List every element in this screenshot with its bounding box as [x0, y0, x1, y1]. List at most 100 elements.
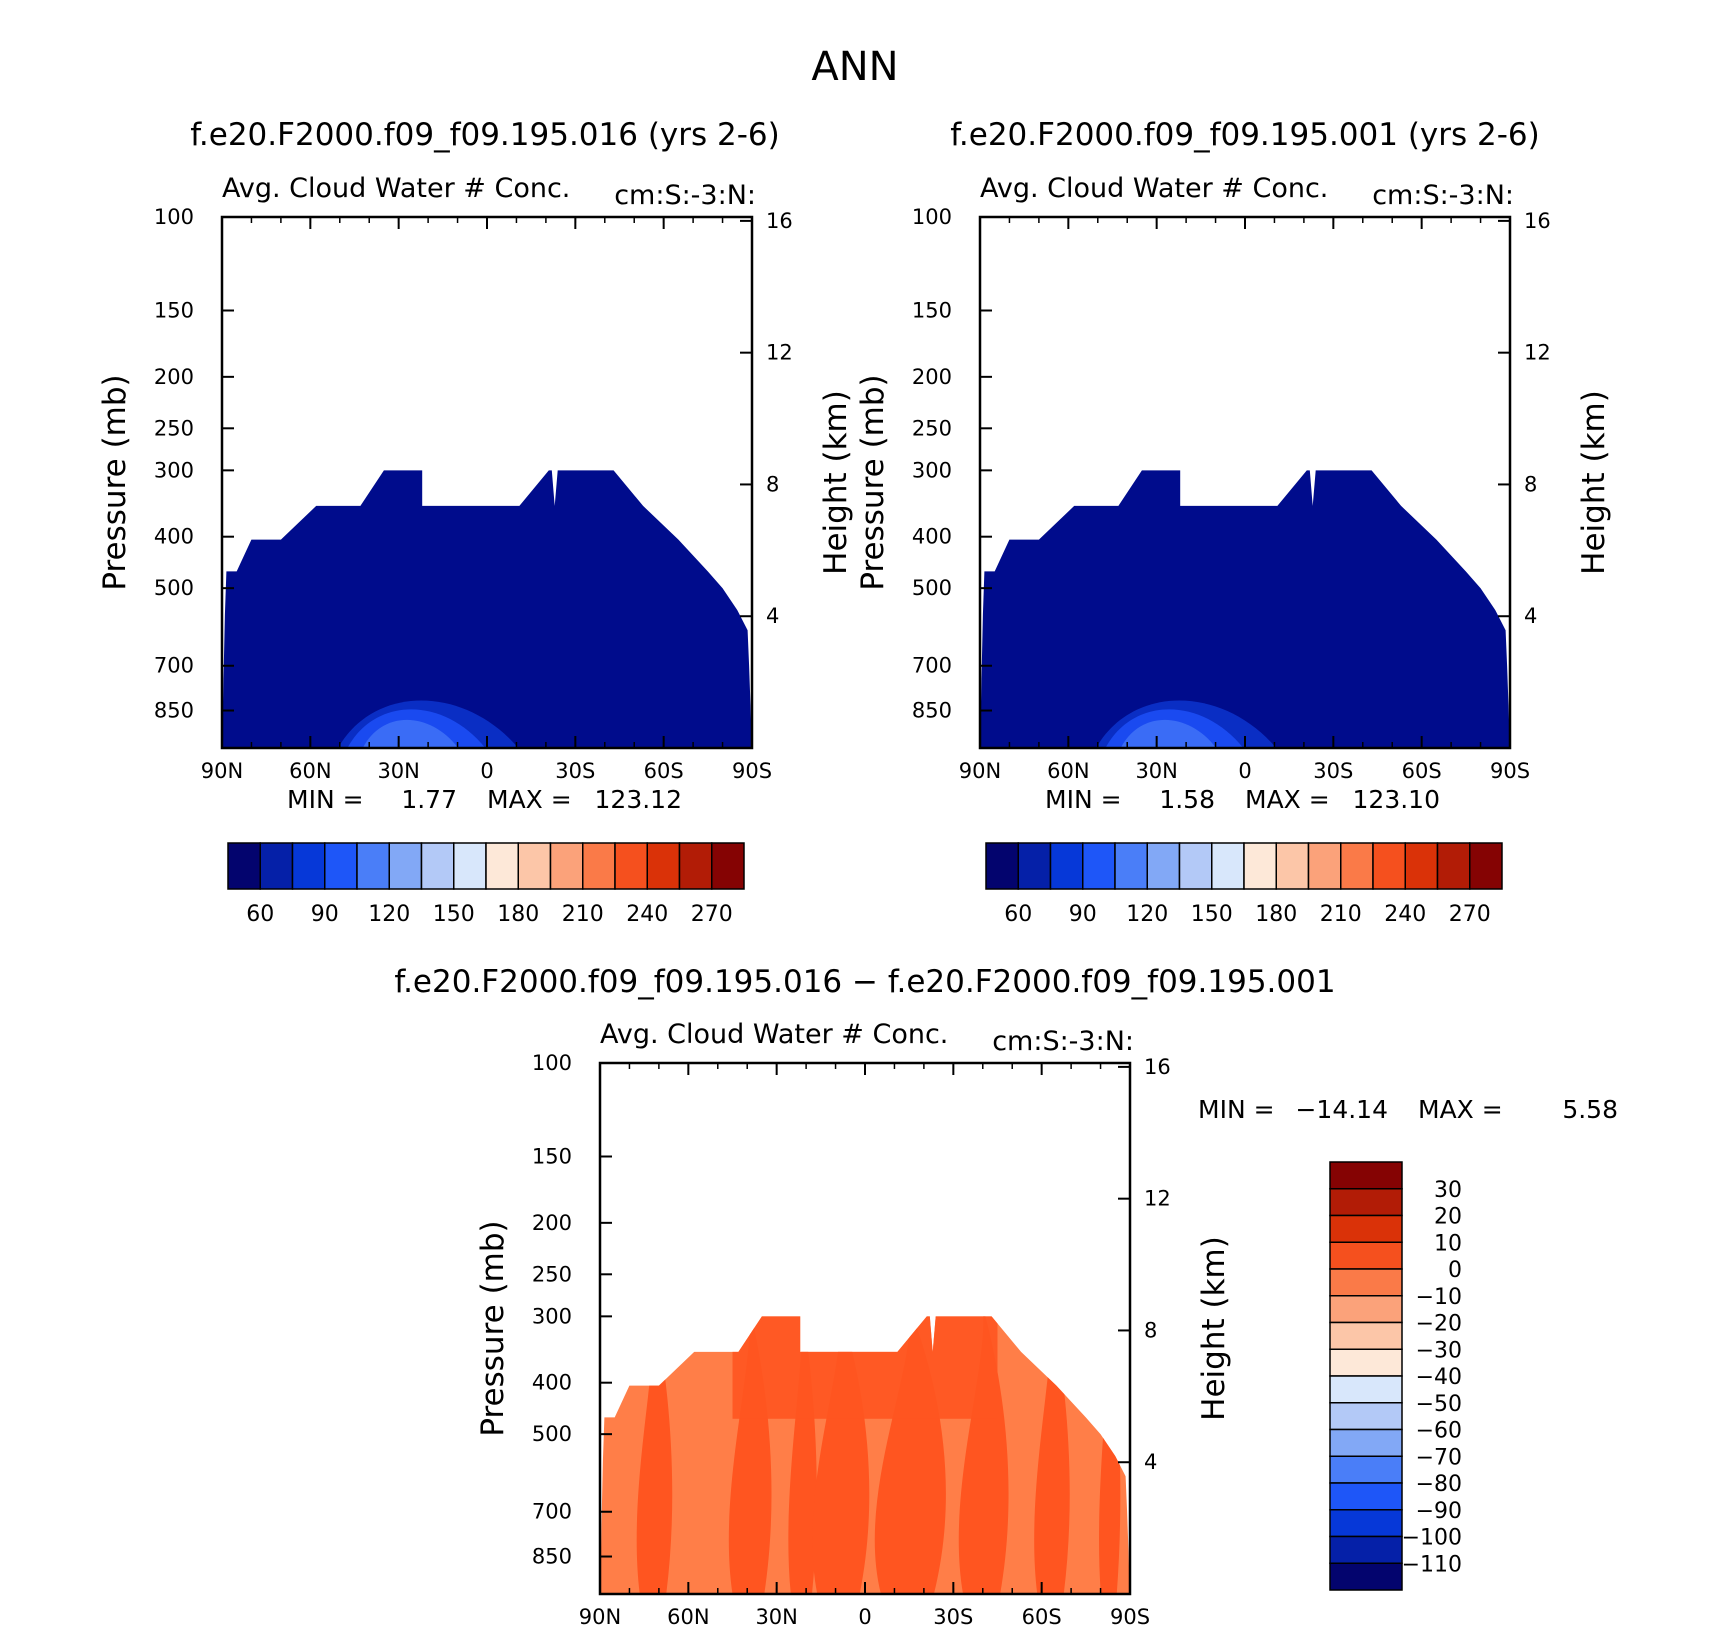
colorbar-label: −100: [1402, 1526, 1462, 1551]
y-tick-label: 300: [532, 1304, 572, 1328]
x-tick-label: 90S: [1490, 759, 1530, 783]
max-value: 123.12: [595, 785, 682, 814]
colorbar-label: −80: [1416, 1472, 1462, 1497]
y-right-tick-label: 4: [1144, 1450, 1157, 1474]
colorbar-swatch: [1436, 842, 1471, 890]
max-label: MAX =: [1245, 785, 1330, 814]
y-tick-label: 400: [912, 525, 952, 549]
colorbar-swatch: [517, 842, 552, 890]
x-tick-label: 30S: [933, 1605, 973, 1629]
colorbar-label: −30: [1416, 1338, 1462, 1363]
colorbar-label: 180: [497, 902, 539, 927]
y-tick-label: 250: [912, 416, 952, 440]
x-tick-label: 90S: [732, 759, 772, 783]
y-right-tick-label: 8: [766, 472, 779, 496]
colorbar-swatch: [1329, 1348, 1403, 1377]
colorbar-swatch: [711, 842, 745, 890]
min-value: 1.77: [401, 785, 457, 814]
units-label: cm:S:-3:N:: [1372, 180, 1514, 211]
x-tick-label: 60N: [289, 759, 331, 783]
y-tick-label: 500: [154, 576, 194, 600]
colorbar-swatch: [1211, 842, 1245, 890]
data-field: [222, 470, 752, 748]
y-tick-label: 500: [912, 576, 952, 600]
colorbar-swatch: [1372, 842, 1406, 890]
variable-label: Avg. Cloud Water # Conc.: [980, 173, 1328, 204]
colorbar-swatch: [356, 842, 390, 890]
y-tick-label: 400: [154, 525, 194, 549]
x-tick-label: 90S: [1110, 1605, 1150, 1629]
y-right-axis-label: Height (km): [818, 390, 854, 575]
colorbar-swatch: [1114, 842, 1148, 890]
y-tick-label: 200: [532, 1211, 572, 1235]
y-right-tick-label: 16: [1524, 209, 1551, 233]
cloud-region: [980, 470, 1510, 748]
colorbar-label: −110: [1402, 1552, 1462, 1577]
y-right-tick-label: 16: [1144, 1055, 1171, 1079]
colorbar-label: −40: [1416, 1365, 1462, 1390]
colorbar-swatch: [453, 842, 487, 890]
colorbar-swatch: [1243, 842, 1277, 890]
colorbar-swatch: [1329, 1535, 1403, 1564]
chart-panel-diff: f.e20.F2000.f09_f09.195.016 − f.e20.F200…: [394, 964, 1618, 1629]
max-value: 123.10: [1353, 785, 1440, 814]
x-tick-label: 90N: [959, 759, 1001, 783]
colorbar-swatch: [985, 842, 1019, 890]
colorbar-label: 240: [1384, 902, 1426, 927]
y-tick-label: 850: [912, 699, 952, 723]
diff-band-dark: [732, 1316, 998, 1419]
y-right-tick-label: 4: [766, 604, 779, 628]
colorbar-label: 90: [1069, 902, 1097, 927]
y-tick-label: 700: [154, 654, 194, 678]
colorbar-label: 90: [311, 902, 339, 927]
data-field: [980, 470, 1510, 748]
colorbar-swatch: [1082, 842, 1116, 890]
y-tick-label: 200: [154, 365, 194, 389]
colorbar-swatch: [646, 842, 681, 890]
colorbar-label: 120: [1126, 902, 1168, 927]
y-tick-label: 150: [154, 299, 194, 323]
colorbar-swatch: [291, 842, 326, 890]
colorbar-swatch: [1146, 842, 1181, 890]
x-tick-label: 60S: [1022, 1605, 1062, 1629]
x-tick-label: 0: [480, 759, 493, 783]
variable-label: Avg. Cloud Water # Conc.: [222, 173, 570, 204]
colorbar-label: 150: [433, 902, 475, 927]
colorbar-swatch: [1329, 1321, 1403, 1350]
colorbar-swatch: [1178, 842, 1213, 890]
y-right-tick-label: 12: [1524, 341, 1551, 365]
colorbar-swatch: [1307, 842, 1342, 890]
y-tick-label: 250: [532, 1262, 572, 1286]
y-tick-label: 300: [912, 458, 952, 482]
colorbar-swatch: [388, 842, 423, 890]
colorbar-swatch: [1340, 842, 1374, 890]
x-tick-label: 90N: [201, 759, 243, 783]
min-label: MIN =: [287, 785, 364, 814]
colorbar-swatch: [1017, 842, 1052, 890]
max-label: MAX =: [1418, 1095, 1503, 1124]
y-axis-label: Pressure (mb): [97, 374, 133, 590]
chart-panels: f.e20.F2000.f09_f09.195.016 (yrs 2-6) Avg…: [97, 117, 1618, 1629]
y-tick-label: 200: [912, 365, 952, 389]
x-tick-label: 0: [1238, 759, 1251, 783]
colorbar-swatch: [485, 842, 519, 890]
data-field: [600, 1316, 1130, 1594]
colorbar-label: −70: [1416, 1445, 1462, 1470]
colorbar-swatch: [582, 842, 616, 890]
colorbar-swatch: [420, 842, 455, 890]
colorbar: 3020100−10−20−30−40−50−60−70−80−90−100−1…: [1329, 1161, 1462, 1591]
colorbar-label: 20: [1434, 1205, 1462, 1230]
y-tick-label: 850: [532, 1545, 572, 1569]
colorbar-label: 10: [1434, 1231, 1462, 1256]
colorbar-label: 30: [1434, 1178, 1462, 1203]
colorbar-swatch: [1049, 842, 1084, 890]
colorbar-swatch: [549, 842, 584, 890]
colorbar-swatch: [1329, 1562, 1403, 1591]
chart-panel-case1: f.e20.F2000.f09_f09.195.016 (yrs 2-6) Avg…: [97, 117, 854, 927]
colorbar: 60 90 120 150 180 210 240 270: [227, 842, 745, 927]
colorbar-label: 240: [626, 902, 668, 927]
y-tick-label: 700: [532, 1500, 572, 1524]
x-tick-label: 60N: [667, 1605, 709, 1629]
colorbar-label: −20: [1416, 1312, 1462, 1337]
